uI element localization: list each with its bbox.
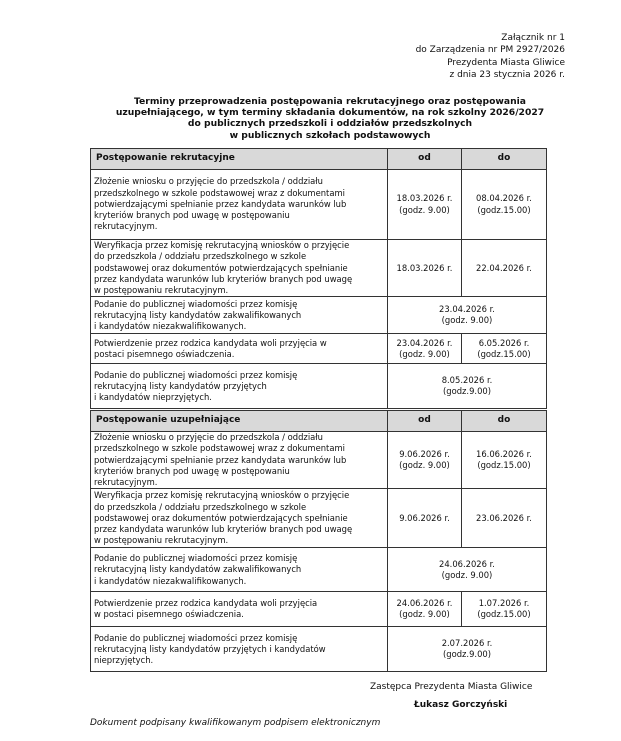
signatory-name: Łukasz Gorczyński (414, 700, 508, 710)
signatory-role: Zastępca Prezydenta Miasta Gliwice (370, 682, 533, 692)
table-row: Podanie do publicznej wiadomości przez k… (90, 296, 547, 335)
table-row: Złożenie wniosku o przyjęcie do przedszk… (90, 169, 547, 240)
date-from: 23.04.2026 r. (godz. 9.00) (387, 333, 462, 365)
header-description: Postępowanie rekrutacyjne (90, 148, 388, 170)
stage-date: 2.07.2026 r. (godz.9.00) (387, 626, 547, 673)
stage-description: Podanie do publicznej wiadomości przez k… (90, 626, 388, 673)
date-to: 16.06.2026 r. (godz.15.00) (461, 430, 547, 490)
stage-description: Podanie do publicznej wiadomości przez k… (90, 363, 388, 410)
stage-description: Weryfikacja przez komisję rekrutacyjną w… (90, 488, 388, 549)
document-title: Terminy przeprowadzenia postępowania rek… (115, 96, 545, 141)
table-row: Weryfikacja przez komisję rekrutacyjną w… (90, 488, 547, 549)
header-to: do (461, 410, 547, 432)
date-from: 18.03.2026 r. (387, 238, 462, 298)
stage-description: Podanie do publicznej wiadomości przez k… (90, 296, 388, 335)
annex-header: Załącznik nr 1 do Zarządzenia nr PM 2927… (415, 33, 565, 80)
stage-description: Złożenie wniosku o przyjęcie do przedszk… (90, 169, 388, 240)
table-row: Weryfikacja przez komisję rekrutacyjną w… (90, 238, 547, 298)
date-to: 1.07.2026 r. (godz.15.00) (461, 591, 547, 628)
table-row: Podanie do publicznej wiadomości przez k… (90, 363, 547, 410)
table-header-row: Postępowanie rekrutacyjne od do (90, 148, 547, 170)
stage-date: 24.06.2026 r. (godz. 9.00) (387, 547, 547, 593)
table-row: Podanie do publicznej wiadomości przez k… (90, 547, 547, 593)
date-from: 18.03.2026 r. (godz. 9.00) (387, 169, 462, 240)
table-row: Potwierdzenie przez rodzica kandydata wo… (90, 333, 547, 365)
date-from: 24.06.2026 r. (godz. 9.00) (387, 591, 462, 628)
date-to: 23.06.2026 r. (461, 488, 547, 549)
table-header-row: Postępowanie uzupełniające od do (90, 410, 547, 432)
table-row: Złożenie wniosku o przyjęcie do przedszk… (90, 430, 547, 490)
stage-date: 23.04.2026 r. (godz. 9.00) (387, 296, 547, 335)
header-from: od (387, 148, 462, 170)
stage-description: Złożenie wniosku o przyjęcie do przedszk… (90, 430, 388, 490)
date-to: 6.05.2026 r. (godz.15.00) (461, 333, 547, 365)
recruitment-schedule-table: Postępowanie rekrutacyjne od do Złożenie wn… (90, 148, 547, 410)
header-to: do (461, 148, 547, 170)
supplementary-schedule-table: Postępowanie uzupełniające od do Złożenie w… (90, 410, 547, 673)
stage-description: Potwierdzenie przez rodzica kandydata wo… (90, 591, 388, 628)
stage-description: Weryfikacja przez komisję rekrutacyjną w… (90, 238, 388, 298)
stage-date: 8.05.2026 r. (godz.9.00) (387, 363, 547, 410)
table-row: Podanie do publicznej wiadomości przez k… (90, 626, 547, 673)
header-description: Postępowanie uzupełniające (90, 410, 388, 432)
stage-description: Potwierdzenie przez rodzica kandydata wo… (90, 333, 388, 365)
date-from: 9.06.2026 r. (godz. 9.00) (387, 430, 462, 490)
header-from: od (387, 410, 462, 432)
signature-note: Dokument podpisany kwalifikowanym podpis… (90, 718, 381, 728)
date-from: 9.06.2026 r. (387, 488, 462, 549)
stage-description: Podanie do publicznej wiadomości przez k… (90, 547, 388, 593)
date-to: 08.04.2026 r. (godz.15.00) (461, 169, 547, 240)
date-to: 22.04.2026 r. (461, 238, 547, 298)
table-row: Potwierdzenie przez rodzica kandydata wo… (90, 591, 547, 628)
